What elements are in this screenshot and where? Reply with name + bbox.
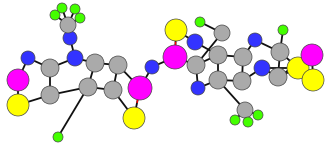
Circle shape bbox=[287, 57, 309, 79]
Circle shape bbox=[243, 117, 253, 127]
Circle shape bbox=[104, 81, 122, 99]
Circle shape bbox=[254, 60, 270, 76]
Circle shape bbox=[75, 13, 85, 23]
Circle shape bbox=[165, 19, 187, 41]
Circle shape bbox=[57, 3, 67, 13]
Circle shape bbox=[209, 71, 227, 89]
Circle shape bbox=[128, 76, 152, 100]
Circle shape bbox=[187, 34, 203, 50]
Circle shape bbox=[248, 33, 262, 47]
Circle shape bbox=[234, 48, 252, 66]
Circle shape bbox=[214, 25, 230, 41]
Circle shape bbox=[269, 68, 287, 86]
Circle shape bbox=[7, 94, 29, 116]
Circle shape bbox=[191, 81, 205, 95]
Circle shape bbox=[187, 56, 205, 74]
Circle shape bbox=[301, 44, 323, 66]
Circle shape bbox=[70, 4, 80, 14]
Circle shape bbox=[233, 72, 251, 90]
Circle shape bbox=[7, 69, 29, 91]
Circle shape bbox=[271, 43, 289, 61]
Circle shape bbox=[109, 56, 127, 74]
Circle shape bbox=[237, 102, 253, 118]
Circle shape bbox=[41, 86, 59, 104]
Circle shape bbox=[209, 46, 227, 64]
Circle shape bbox=[163, 45, 187, 69]
Circle shape bbox=[230, 115, 240, 125]
Circle shape bbox=[67, 50, 83, 66]
Circle shape bbox=[145, 60, 159, 74]
Circle shape bbox=[21, 51, 35, 65]
Circle shape bbox=[63, 31, 77, 45]
Circle shape bbox=[278, 25, 288, 35]
Circle shape bbox=[50, 10, 60, 20]
Circle shape bbox=[79, 78, 97, 96]
Circle shape bbox=[41, 59, 59, 77]
Circle shape bbox=[195, 17, 205, 27]
Circle shape bbox=[53, 132, 63, 142]
Circle shape bbox=[86, 54, 104, 72]
Circle shape bbox=[302, 69, 324, 91]
Circle shape bbox=[60, 17, 76, 33]
Circle shape bbox=[253, 110, 263, 120]
Circle shape bbox=[123, 107, 145, 129]
